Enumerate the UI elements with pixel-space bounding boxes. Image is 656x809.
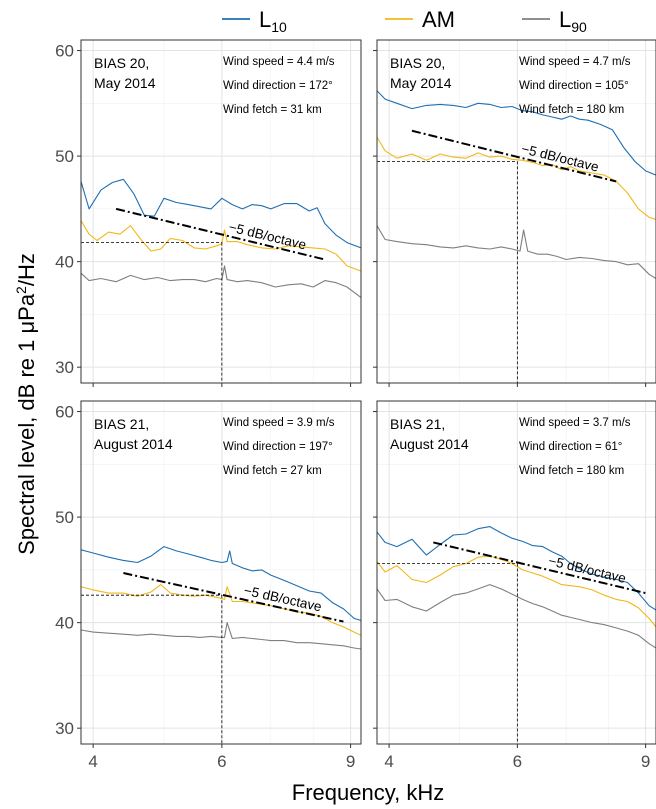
panel-label-line1: BIAS 20, <box>390 55 445 71</box>
panel-background <box>377 40 656 383</box>
series-AM <box>377 555 656 628</box>
y-tick-label: 40 <box>55 614 74 633</box>
panel-background <box>81 40 361 383</box>
panel-border <box>80 400 362 745</box>
slope-line <box>123 572 344 623</box>
y-tick-label: 50 <box>55 508 74 527</box>
panel-info-line: Wind speed = 3.9 m/s <box>223 417 335 429</box>
legend-label-AM: AM <box>422 7 455 32</box>
series-L10 <box>81 178 361 249</box>
legend-label-L90: L90 <box>559 7 587 35</box>
y-axis-title-sup: 2 <box>13 286 29 294</box>
legend-label-main: L <box>259 7 271 32</box>
panel-info-line: Wind direction = 197° <box>223 441 333 453</box>
y-axis-title: Spectral level, dB re 1 μPa2/Hz <box>13 253 39 555</box>
series-L10 <box>377 526 656 611</box>
x-tick-label: 6 <box>217 752 226 771</box>
panel-background <box>377 401 656 744</box>
series-AM <box>81 220 361 272</box>
legend-label-sub: 10 <box>271 19 287 35</box>
series-L90 <box>377 225 656 279</box>
panel-info-line: Wind fetch = 180 km <box>519 465 624 477</box>
series-L90 <box>81 265 361 298</box>
panel-label-line2: May 2014 <box>94 75 156 91</box>
y-axis-title-tail: /Hz <box>14 253 39 286</box>
x-tick-label: 9 <box>641 752 650 771</box>
slope-line <box>115 207 326 261</box>
legend-label-main: AM <box>422 7 455 32</box>
legend-label-L10: L10 <box>259 7 287 35</box>
y-tick-label: 30 <box>55 358 74 377</box>
panel-info-line: Wind direction = 61° <box>519 441 622 453</box>
legend-label-sub: 90 <box>571 19 587 35</box>
panel-info-line: Wind speed = 3.7 m/s <box>519 417 631 429</box>
y-tick-label: 50 <box>55 147 74 166</box>
panel-info-line: Wind fetch = 27 km <box>223 465 322 477</box>
panel-info-line: Wind direction = 105° <box>519 80 629 92</box>
panel-grid <box>81 401 361 744</box>
x-tick-label: 4 <box>384 752 393 771</box>
series-L10 <box>377 90 656 176</box>
y-tick-label: 30 <box>55 719 74 738</box>
panel-info-line: Wind direction = 172° <box>223 80 333 92</box>
panel-background <box>81 401 361 744</box>
x-tick-label: 4 <box>88 752 97 771</box>
panel-label-line2: August 2014 <box>390 436 469 452</box>
x-axis-title: Frequency, kHz <box>292 780 444 805</box>
panel-border <box>80 39 362 384</box>
panel-label-line1: BIAS 21, <box>94 416 149 432</box>
y-tick-label: 60 <box>55 403 74 422</box>
panel-info-line: Wind fetch = 31 km <box>223 104 322 116</box>
panel-grid <box>377 401 656 744</box>
y-tick-label: 60 <box>55 42 74 61</box>
series-L10 <box>81 546 361 622</box>
x-tick-label: 9 <box>346 752 355 771</box>
slope-line <box>433 541 646 595</box>
panel-label-line1: BIAS 21, <box>390 416 445 432</box>
panel-grid <box>81 40 361 383</box>
panel-info-line: Wind speed = 4.7 m/s <box>519 56 631 68</box>
panel-label-line2: August 2014 <box>94 436 173 452</box>
panel-info-line: Wind speed = 4.4 m/s <box>223 56 335 68</box>
panel-label-line1: BIAS 20, <box>94 55 149 71</box>
y-tick-label: 40 <box>55 253 74 272</box>
series-L90 <box>81 622 361 650</box>
series-L90 <box>377 584 656 649</box>
panel-border <box>376 39 656 384</box>
slope-line <box>411 129 617 183</box>
legend-label-main: L <box>559 7 571 32</box>
panel-info-line: Wind fetch = 180 km <box>519 104 624 116</box>
panel-border <box>376 400 656 745</box>
y-axis-title-main: Spectral level, dB re 1 μPa <box>14 293 39 555</box>
x-tick-label: 6 <box>513 752 522 771</box>
panel-label-line2: May 2014 <box>390 75 452 91</box>
legend: L10 AM L90 <box>222 7 587 35</box>
